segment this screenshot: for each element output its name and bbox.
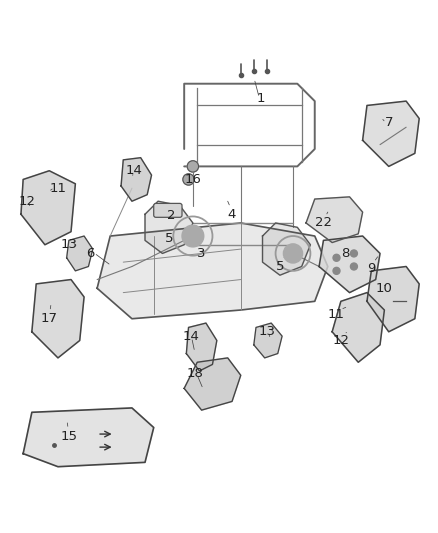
Text: 4: 4 — [228, 208, 236, 221]
FancyBboxPatch shape — [154, 204, 182, 217]
Text: 14: 14 — [182, 329, 199, 343]
Polygon shape — [319, 236, 380, 293]
Polygon shape — [23, 408, 154, 467]
Polygon shape — [254, 323, 282, 358]
Polygon shape — [67, 236, 93, 271]
Text: 17: 17 — [41, 312, 58, 325]
Text: 13: 13 — [258, 325, 276, 338]
Polygon shape — [145, 201, 193, 254]
Polygon shape — [184, 358, 241, 410]
Text: 11: 11 — [49, 182, 67, 195]
Polygon shape — [306, 197, 363, 243]
Polygon shape — [363, 101, 419, 166]
Polygon shape — [21, 171, 75, 245]
Text: 16: 16 — [184, 173, 201, 186]
Text: 11: 11 — [328, 308, 345, 321]
Circle shape — [333, 268, 340, 274]
Text: 5: 5 — [165, 232, 173, 245]
Polygon shape — [332, 293, 385, 362]
Circle shape — [182, 225, 204, 247]
Polygon shape — [367, 266, 419, 332]
Text: 5: 5 — [276, 260, 284, 273]
Text: 12: 12 — [19, 195, 36, 208]
Text: 12: 12 — [332, 334, 350, 347]
Text: 22: 22 — [315, 216, 332, 230]
Circle shape — [350, 250, 357, 257]
Text: 18: 18 — [187, 367, 204, 379]
Polygon shape — [262, 223, 311, 275]
Text: 2: 2 — [167, 208, 175, 222]
Circle shape — [283, 244, 303, 263]
Polygon shape — [186, 323, 217, 371]
Text: 10: 10 — [376, 282, 393, 295]
Text: 8: 8 — [341, 247, 350, 260]
Text: 13: 13 — [60, 238, 78, 251]
Circle shape — [333, 254, 340, 261]
Text: 1: 1 — [256, 92, 265, 106]
Text: 7: 7 — [385, 116, 393, 130]
Text: 3: 3 — [198, 247, 206, 260]
Circle shape — [183, 174, 194, 185]
Polygon shape — [32, 279, 84, 358]
Circle shape — [187, 161, 198, 172]
Text: 6: 6 — [86, 247, 95, 260]
Text: 9: 9 — [367, 262, 375, 275]
Text: 15: 15 — [60, 430, 78, 443]
Polygon shape — [121, 158, 152, 201]
Polygon shape — [97, 223, 328, 319]
Text: 14: 14 — [126, 164, 143, 177]
Circle shape — [350, 263, 357, 270]
